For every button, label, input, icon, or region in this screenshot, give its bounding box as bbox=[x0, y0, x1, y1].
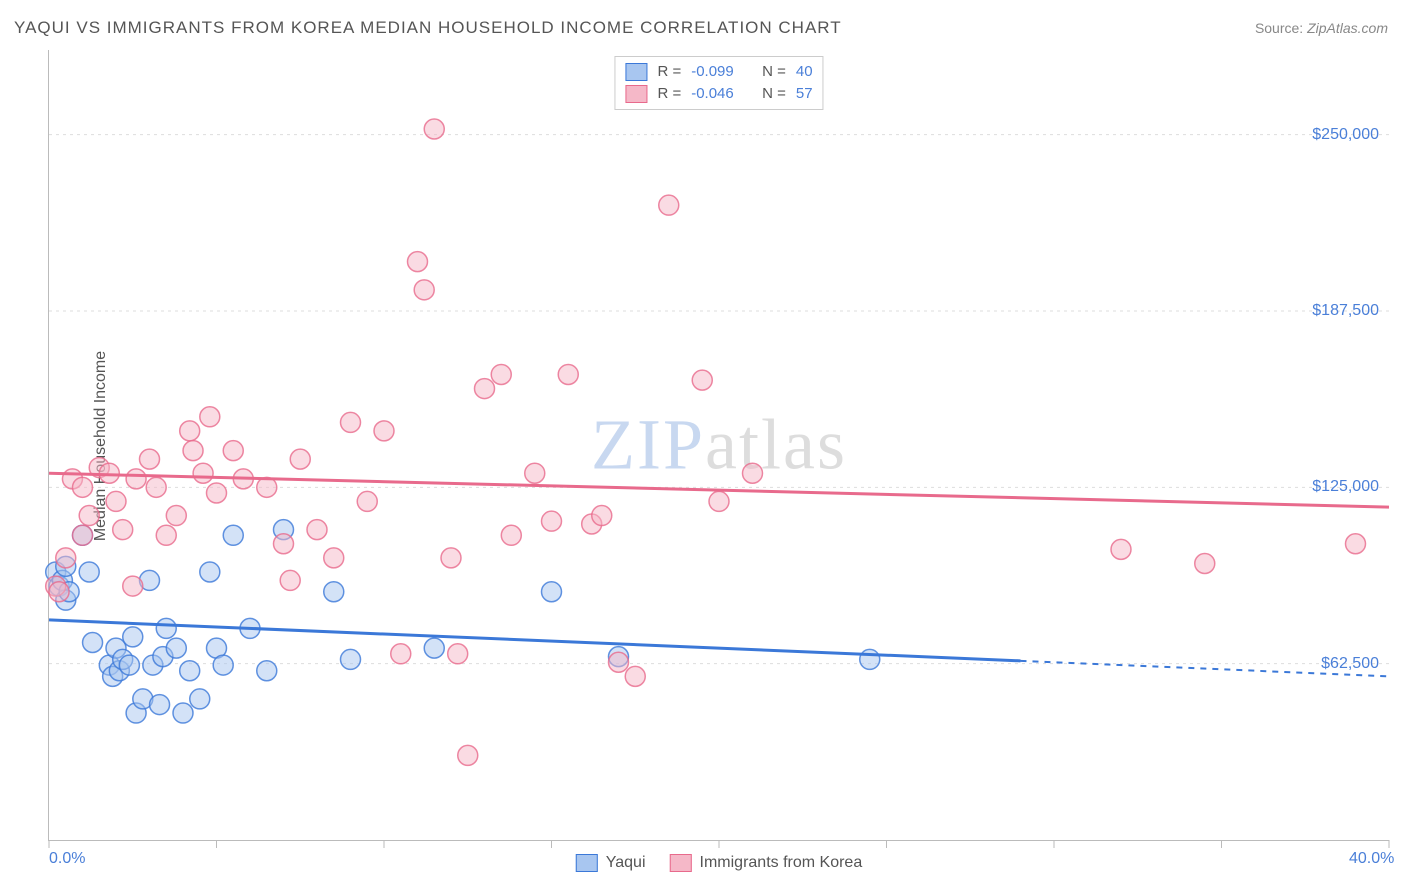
y-tick-label: $62,500 bbox=[1321, 655, 1379, 673]
chart-title: YAQUI VS IMMIGRANTS FROM KOREA MEDIAN HO… bbox=[14, 18, 842, 38]
legend-series-label: Immigrants from Korea bbox=[700, 854, 863, 872]
legend-series: Yaqui Immigrants from Korea bbox=[576, 854, 862, 872]
chart-container: YAQUI VS IMMIGRANTS FROM KOREA MEDIAN HO… bbox=[0, 0, 1406, 892]
legend-series-item: Yaqui bbox=[576, 854, 646, 872]
plot-area: ZIPatlas R =-0.099 N =40R =-0.046 N =57 … bbox=[48, 50, 1389, 841]
x-tick-label: 0.0% bbox=[49, 850, 85, 868]
source-label: Source: bbox=[1255, 20, 1303, 36]
source-credit: Source: ZipAtlas.com bbox=[1255, 20, 1388, 36]
legend-series-label: Yaqui bbox=[606, 854, 646, 872]
legend-stat-row: R =-0.046 N =57 bbox=[625, 83, 812, 105]
legend-stats: R =-0.099 N =40R =-0.046 N =57 bbox=[614, 56, 823, 110]
x-tick-label: 40.0% bbox=[1349, 850, 1394, 868]
y-tick-label: $250,000 bbox=[1312, 126, 1379, 144]
legend-swatch bbox=[670, 854, 692, 872]
legend-swatch bbox=[625, 85, 647, 103]
legend-series-item: Immigrants from Korea bbox=[670, 854, 863, 872]
legend-swatch bbox=[625, 63, 647, 81]
legend-stat-row: R =-0.099 N =40 bbox=[625, 61, 812, 83]
y-tick-label: $125,000 bbox=[1312, 478, 1379, 496]
chart-svg bbox=[49, 50, 1389, 840]
legend-swatch bbox=[576, 854, 598, 872]
y-tick-label: $187,500 bbox=[1312, 302, 1379, 320]
source-value: ZipAtlas.com bbox=[1307, 20, 1388, 36]
